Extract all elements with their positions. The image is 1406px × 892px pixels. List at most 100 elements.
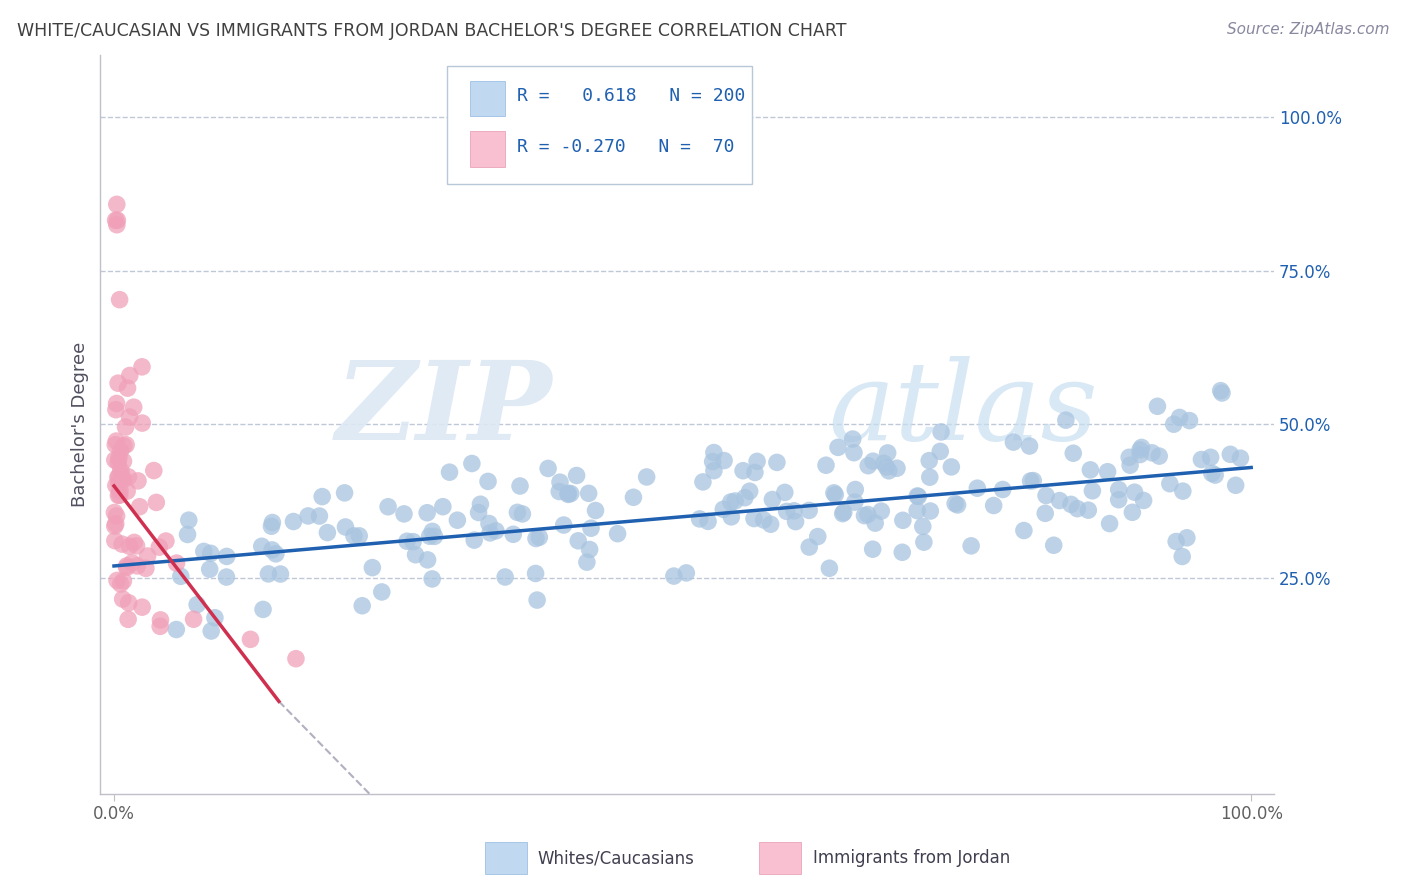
Point — [1123, 485, 1146, 500]
Point — [1146, 399, 1168, 413]
Point — [873, 456, 896, 470]
Point — [269, 567, 291, 582]
Point — [114, 420, 136, 434]
Point — [1189, 452, 1212, 467]
Point — [912, 535, 935, 549]
Point — [1080, 463, 1102, 477]
Point — [118, 410, 141, 425]
Point — [104, 438, 127, 452]
Point — [703, 445, 725, 459]
Point — [104, 402, 127, 417]
Point — [1121, 505, 1143, 519]
Point — [145, 495, 167, 509]
Point — [918, 453, 941, 467]
Point — [862, 454, 884, 468]
Point — [200, 624, 222, 638]
Point — [112, 574, 135, 588]
Point — [905, 489, 928, 503]
Point — [122, 400, 145, 414]
Point — [1054, 413, 1077, 427]
FancyBboxPatch shape — [447, 66, 752, 185]
Point — [107, 470, 129, 484]
Point — [785, 515, 807, 529]
Point — [127, 474, 149, 488]
Point — [308, 509, 330, 524]
Text: Immigrants from Jordan: Immigrants from Jordan — [813, 849, 1010, 867]
Point — [526, 593, 548, 607]
Point — [1002, 435, 1025, 450]
Point — [105, 213, 128, 227]
Point — [502, 527, 524, 541]
Text: Source: ZipAtlas.com: Source: ZipAtlas.com — [1226, 22, 1389, 37]
Point — [343, 529, 366, 543]
Point — [1129, 442, 1152, 457]
Point — [104, 516, 127, 531]
Point — [264, 547, 287, 561]
Point — [392, 507, 415, 521]
Point — [863, 516, 886, 530]
Text: R = -0.270   N =  70: R = -0.270 N = 70 — [517, 138, 734, 156]
Text: ZIP: ZIP — [336, 356, 553, 463]
Point — [711, 502, 734, 516]
Point — [943, 497, 966, 511]
Point — [110, 444, 132, 458]
Point — [1140, 446, 1163, 460]
Point — [1012, 524, 1035, 538]
Point — [759, 517, 782, 532]
Point — [118, 539, 141, 553]
Point — [104, 478, 127, 492]
Point — [1081, 483, 1104, 498]
Point — [529, 530, 551, 544]
Point — [844, 495, 866, 509]
Point — [155, 534, 177, 549]
Point — [579, 521, 602, 535]
Point — [108, 488, 131, 502]
Point — [439, 465, 461, 479]
Point — [283, 515, 305, 529]
Point — [824, 488, 846, 502]
Point — [1175, 531, 1198, 545]
Point — [553, 518, 575, 533]
Point — [870, 504, 893, 518]
Point — [104, 453, 127, 467]
Point — [783, 504, 806, 518]
Point — [773, 485, 796, 500]
Point — [402, 534, 425, 549]
Point — [1049, 493, 1071, 508]
Point — [509, 479, 531, 493]
Text: R =   0.618   N = 200: R = 0.618 N = 200 — [517, 87, 745, 104]
Point — [122, 535, 145, 549]
Point — [742, 511, 765, 525]
Point — [477, 475, 499, 489]
Point — [1204, 468, 1226, 483]
Point — [713, 453, 735, 467]
Point — [818, 561, 841, 575]
Point — [105, 197, 128, 211]
Point — [105, 396, 128, 410]
Point — [1060, 497, 1083, 511]
Point — [165, 623, 187, 637]
Point — [662, 569, 685, 583]
Point — [316, 525, 339, 540]
Point — [832, 505, 855, 519]
Point — [697, 514, 720, 528]
Text: WHITE/CAUCASIAN VS IMMIGRANTS FROM JORDAN BACHELOR'S DEGREE CORRELATION CHART: WHITE/CAUCASIAN VS IMMIGRANTS FROM JORDA… — [17, 22, 846, 40]
Point — [689, 512, 711, 526]
Point — [565, 468, 588, 483]
Point — [557, 487, 579, 501]
Point — [170, 569, 193, 583]
Point — [186, 598, 208, 612]
Point — [807, 530, 830, 544]
Point — [1147, 449, 1170, 463]
Point — [877, 464, 900, 478]
Point — [432, 500, 454, 514]
Point — [799, 540, 821, 554]
Point — [929, 444, 952, 458]
Point — [125, 539, 148, 553]
Point — [842, 446, 865, 460]
Point — [905, 503, 928, 517]
Point — [1042, 538, 1064, 552]
Point — [1097, 465, 1119, 479]
Point — [557, 486, 579, 500]
Point — [831, 507, 853, 521]
